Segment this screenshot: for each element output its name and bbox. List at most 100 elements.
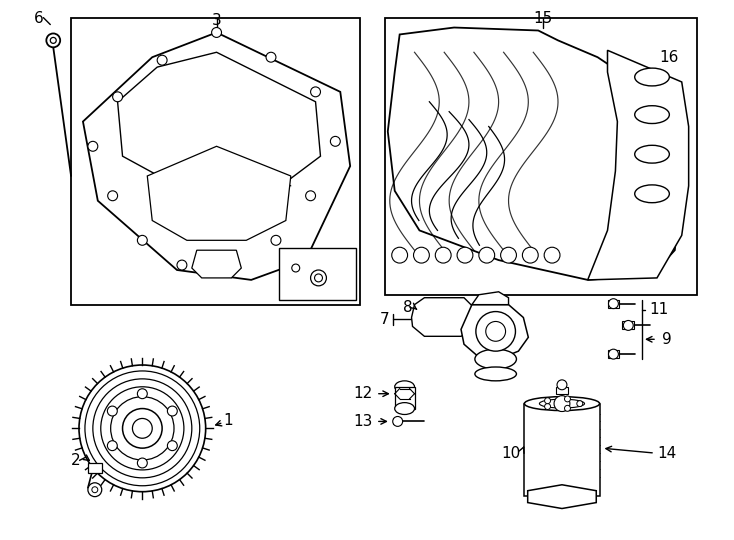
Polygon shape: [588, 50, 688, 280]
Circle shape: [557, 380, 567, 390]
Circle shape: [46, 33, 60, 48]
Bar: [608, 300, 619, 308]
Circle shape: [501, 247, 517, 263]
Circle shape: [608, 299, 618, 308]
Circle shape: [608, 349, 618, 359]
Ellipse shape: [539, 399, 584, 408]
Ellipse shape: [475, 349, 517, 369]
Circle shape: [413, 247, 429, 263]
Bar: [524, 403, 600, 496]
Circle shape: [123, 409, 162, 448]
Circle shape: [137, 235, 148, 245]
Ellipse shape: [635, 145, 669, 163]
Bar: [71, 18, 360, 305]
Polygon shape: [388, 28, 682, 280]
Circle shape: [310, 87, 321, 97]
Text: 1: 1: [223, 413, 233, 428]
Circle shape: [266, 52, 276, 62]
Bar: [393, 418, 401, 424]
Text: 12: 12: [354, 386, 373, 401]
Circle shape: [479, 247, 495, 263]
Ellipse shape: [395, 403, 415, 415]
Circle shape: [88, 141, 98, 151]
Bar: [608, 350, 619, 358]
Text: 8: 8: [403, 300, 413, 315]
Circle shape: [393, 416, 403, 427]
Circle shape: [310, 270, 327, 286]
Text: 15: 15: [534, 11, 553, 26]
Polygon shape: [83, 32, 350, 280]
Circle shape: [305, 191, 316, 201]
Circle shape: [137, 389, 148, 399]
Circle shape: [271, 235, 281, 245]
Circle shape: [88, 483, 102, 497]
Ellipse shape: [395, 381, 415, 393]
Bar: [622, 321, 634, 329]
Text: 4: 4: [338, 250, 348, 265]
Circle shape: [544, 247, 560, 263]
Bar: [556, 387, 568, 394]
Circle shape: [564, 406, 570, 411]
Circle shape: [545, 398, 550, 404]
Circle shape: [112, 92, 123, 102]
Polygon shape: [412, 298, 479, 336]
Circle shape: [79, 365, 206, 492]
Bar: [279, 248, 356, 300]
Circle shape: [211, 28, 222, 37]
Circle shape: [564, 396, 570, 402]
Circle shape: [292, 264, 299, 272]
Circle shape: [85, 371, 200, 486]
Circle shape: [101, 387, 184, 470]
Circle shape: [227, 265, 236, 275]
Text: 13: 13: [354, 414, 373, 429]
Text: 14: 14: [657, 446, 676, 461]
Circle shape: [177, 260, 187, 270]
Circle shape: [51, 37, 57, 43]
Polygon shape: [461, 305, 528, 357]
Ellipse shape: [635, 185, 669, 202]
Circle shape: [486, 321, 506, 341]
Text: 10: 10: [501, 446, 520, 461]
Text: 7: 7: [380, 312, 390, 327]
Circle shape: [523, 247, 538, 263]
Circle shape: [108, 191, 117, 201]
Circle shape: [392, 247, 407, 263]
Circle shape: [92, 379, 192, 478]
Ellipse shape: [635, 68, 669, 86]
Ellipse shape: [524, 397, 600, 410]
Circle shape: [111, 397, 174, 460]
Circle shape: [132, 418, 152, 438]
Circle shape: [157, 55, 167, 65]
Circle shape: [476, 312, 515, 351]
Circle shape: [457, 247, 473, 263]
Circle shape: [167, 406, 178, 416]
Polygon shape: [528, 485, 596, 509]
Circle shape: [623, 320, 633, 330]
Polygon shape: [472, 292, 509, 305]
Text: 11: 11: [649, 302, 669, 317]
Ellipse shape: [475, 367, 517, 381]
Polygon shape: [148, 146, 291, 240]
Text: 9: 9: [662, 332, 672, 347]
Polygon shape: [117, 52, 321, 186]
Text: 5: 5: [288, 276, 299, 292]
Bar: [395, 387, 415, 409]
Circle shape: [315, 274, 322, 282]
Text: 2: 2: [71, 453, 81, 468]
Circle shape: [577, 401, 583, 407]
Circle shape: [137, 458, 148, 468]
Circle shape: [435, 247, 451, 263]
Text: 3: 3: [211, 12, 222, 28]
Circle shape: [330, 137, 341, 146]
Circle shape: [167, 441, 178, 450]
Text: 6: 6: [34, 11, 43, 26]
Circle shape: [554, 396, 570, 411]
Ellipse shape: [635, 106, 669, 124]
Text: 16: 16: [659, 50, 678, 65]
Bar: [88, 463, 102, 473]
Circle shape: [107, 406, 117, 416]
Circle shape: [107, 441, 117, 450]
Circle shape: [92, 487, 98, 492]
Circle shape: [545, 403, 550, 409]
Polygon shape: [192, 250, 241, 278]
